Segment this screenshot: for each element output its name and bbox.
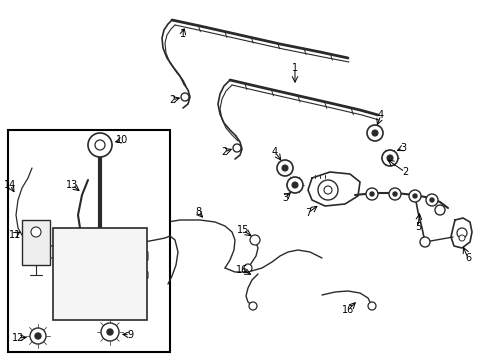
Circle shape — [371, 130, 377, 136]
Text: 6: 6 — [464, 253, 470, 263]
Circle shape — [232, 144, 241, 152]
Text: 10: 10 — [116, 135, 128, 145]
Circle shape — [88, 133, 112, 157]
Text: 2: 2 — [168, 95, 175, 105]
Circle shape — [248, 302, 257, 310]
Text: 16: 16 — [235, 265, 247, 275]
Circle shape — [458, 235, 464, 241]
FancyBboxPatch shape — [53, 228, 147, 320]
Text: 15: 15 — [236, 225, 249, 235]
Circle shape — [35, 333, 41, 339]
Text: 3: 3 — [282, 193, 287, 203]
Circle shape — [286, 177, 303, 193]
Text: 4: 4 — [271, 147, 278, 157]
Text: 8: 8 — [195, 207, 201, 217]
Circle shape — [324, 186, 331, 194]
Circle shape — [181, 93, 189, 101]
Circle shape — [386, 155, 392, 161]
Text: 13: 13 — [66, 180, 78, 190]
Text: 12: 12 — [12, 333, 24, 343]
Circle shape — [388, 188, 400, 200]
Circle shape — [367, 302, 375, 310]
Text: 4: 4 — [377, 110, 383, 120]
Text: 5: 5 — [414, 222, 420, 232]
Text: 16: 16 — [341, 305, 353, 315]
Circle shape — [369, 192, 373, 196]
Circle shape — [282, 165, 287, 171]
Circle shape — [276, 160, 292, 176]
Text: 14: 14 — [4, 180, 16, 190]
Circle shape — [95, 140, 105, 150]
Circle shape — [381, 150, 397, 166]
Text: 3: 3 — [399, 143, 405, 153]
Circle shape — [419, 237, 429, 247]
Text: 7: 7 — [304, 208, 310, 218]
Circle shape — [365, 188, 377, 200]
Text: 9: 9 — [127, 330, 133, 340]
Text: 11: 11 — [9, 230, 21, 240]
Circle shape — [366, 125, 382, 141]
Circle shape — [291, 182, 297, 188]
Bar — [8, 130, 170, 352]
Circle shape — [425, 194, 437, 206]
Circle shape — [317, 180, 337, 200]
Circle shape — [412, 194, 416, 198]
Text: 2: 2 — [401, 167, 407, 177]
Circle shape — [31, 227, 41, 237]
Circle shape — [107, 329, 113, 335]
Circle shape — [434, 205, 444, 215]
Circle shape — [456, 228, 466, 238]
Text: 1: 1 — [291, 63, 298, 73]
Circle shape — [408, 190, 420, 202]
Circle shape — [429, 198, 433, 202]
Bar — [22, 220, 50, 265]
Circle shape — [101, 323, 119, 341]
Circle shape — [244, 264, 251, 272]
Text: 1: 1 — [180, 29, 185, 39]
Circle shape — [392, 192, 396, 196]
Circle shape — [30, 328, 46, 344]
Text: 2: 2 — [221, 147, 226, 157]
Circle shape — [249, 235, 260, 245]
